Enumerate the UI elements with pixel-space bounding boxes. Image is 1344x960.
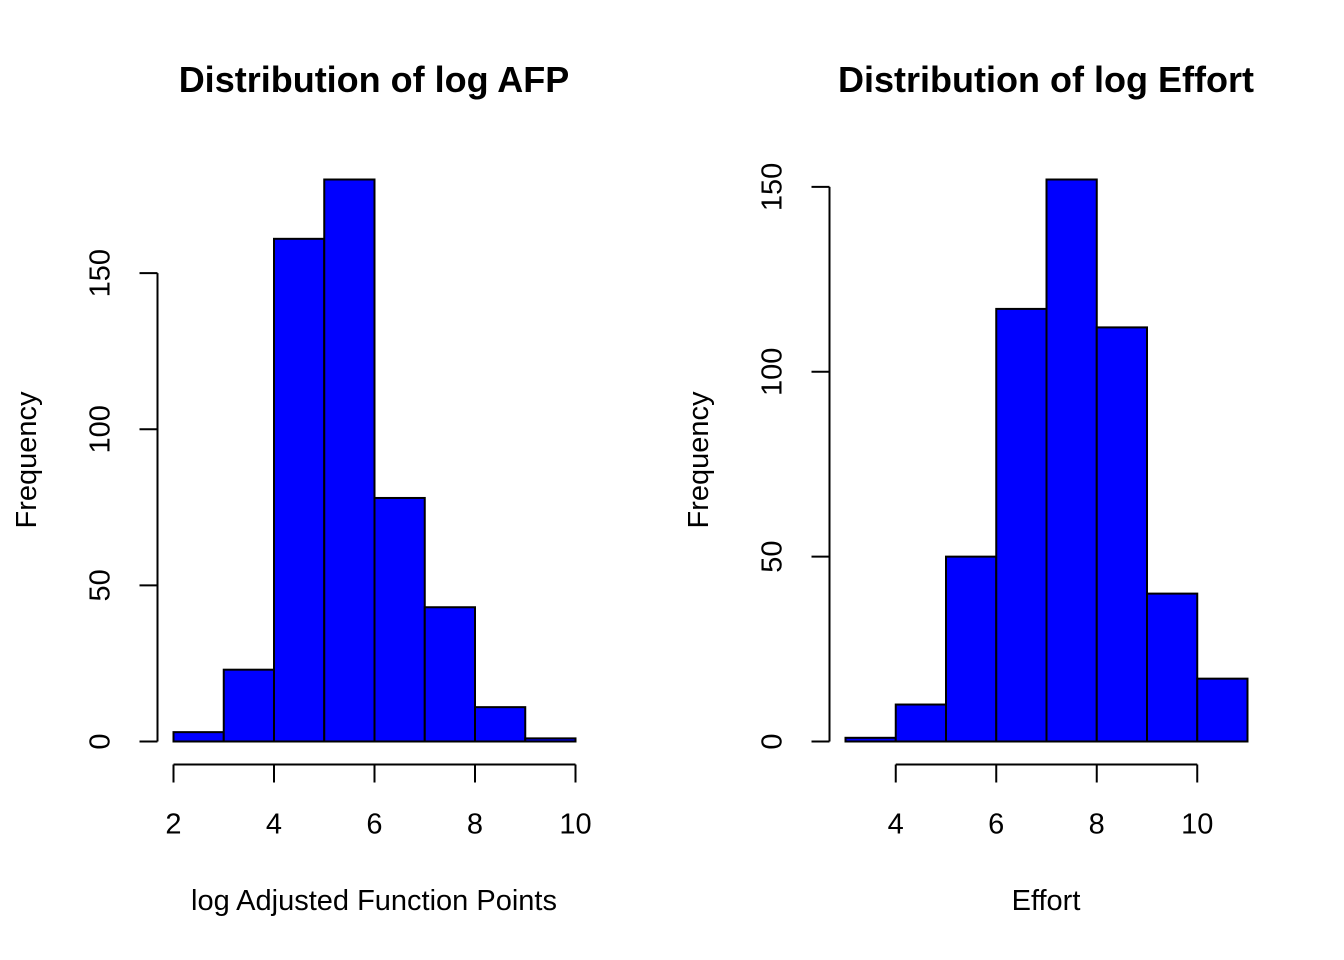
afp-chart-title: Distribution of log AFP (179, 59, 570, 100)
effort-y-tick-label: 100 (757, 348, 789, 396)
effort-bar (1095, 326, 1148, 743)
effort-y-tick-label: 0 (757, 733, 789, 749)
afp-bar (323, 178, 376, 743)
afp-bar (524, 737, 577, 743)
afp-y-axis: 0 50 100 150 (85, 249, 159, 750)
afp-histogram-panel: Distribution of log AFP log Adjusted Fun… (11, 59, 592, 917)
afp-y-tick-label: 100 (85, 405, 117, 453)
afp-bar (273, 237, 326, 743)
afp-bar (222, 668, 275, 743)
effort-histogram-panel: Distribution of log Effort Effort Freque… (683, 59, 1254, 917)
effort-bar (844, 736, 897, 743)
afp-x-tick-label: 10 (559, 809, 591, 841)
effort-chart-title: Distribution of log Effort (838, 59, 1254, 100)
effort-x-tick-label: 8 (1089, 809, 1105, 841)
effort-bar (995, 307, 1048, 743)
afp-bars (172, 178, 577, 743)
afp-y-axis-label: Frequency (11, 391, 43, 529)
afp-bar (423, 606, 476, 743)
effort-y-axis-label: Frequency (683, 391, 715, 529)
effort-bars (844, 178, 1249, 743)
effort-x-axis-label: Effort (1012, 885, 1081, 917)
effort-bar (1146, 592, 1199, 743)
afp-bar (474, 706, 527, 743)
afp-y-tick-label: 150 (85, 249, 117, 297)
afp-x-axis-label: log Adjusted Function Points (191, 885, 557, 917)
effort-x-tick-label: 6 (988, 809, 1004, 841)
effort-bar (1045, 178, 1098, 743)
afp-x-tick-label: 6 (366, 809, 382, 841)
afp-x-tick-label: 4 (266, 809, 282, 841)
afp-bar (172, 731, 225, 743)
effort-x-tick-label: 10 (1181, 809, 1213, 841)
effort-bar (1196, 677, 1249, 743)
effort-y-tick-label: 150 (757, 163, 789, 211)
afp-x-axis: 2 4 6 8 10 (165, 763, 592, 841)
afp-bar (373, 496, 426, 743)
afp-y-tick-label: 0 (85, 733, 117, 749)
afp-y-tick-label: 50 (85, 569, 117, 601)
effort-y-tick-label: 50 (757, 540, 789, 572)
effort-bar (945, 555, 998, 743)
afp-x-tick-label: 8 (467, 809, 483, 841)
effort-x-axis: 4 6 8 10 (888, 763, 1213, 841)
effort-x-tick-label: 4 (888, 809, 904, 841)
effort-bar (894, 703, 947, 743)
afp-x-tick-label: 2 (165, 809, 181, 841)
effort-y-axis: 0 50 100 150 (757, 163, 831, 750)
